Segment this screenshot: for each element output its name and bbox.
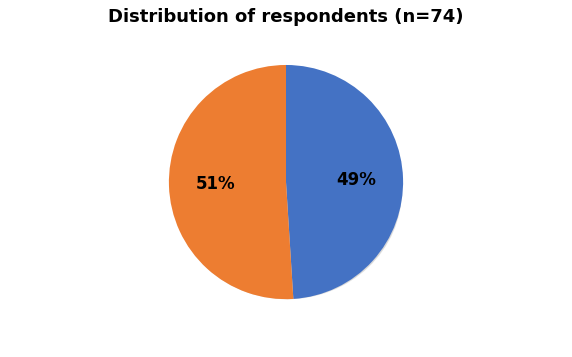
Ellipse shape xyxy=(173,82,402,298)
Title: Distribution of respondents (n=74): Distribution of respondents (n=74) xyxy=(108,8,464,26)
Text: 51%: 51% xyxy=(196,175,236,193)
Text: 49%: 49% xyxy=(336,171,376,189)
Wedge shape xyxy=(286,65,403,299)
Wedge shape xyxy=(169,65,293,299)
